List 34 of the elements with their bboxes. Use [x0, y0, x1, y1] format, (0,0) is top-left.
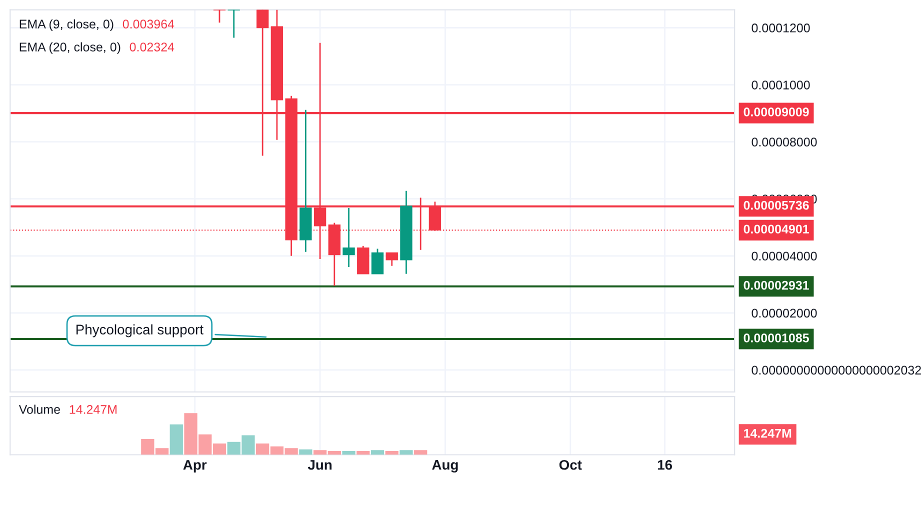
ref-line-label: 0.00009009 [744, 108, 809, 116]
y-tick-label: 0.00002000 [752, 308, 817, 318]
y-tick-label: 0.00008000 [752, 138, 817, 146]
bar [400, 450, 413, 455]
annotation: EMA (9, close, 0) [20, 19, 114, 31]
text: 14.247M [744, 428, 792, 438]
ref-line-label: 0.00001085 [744, 334, 809, 342]
candlestick [371, 248, 384, 275]
bar [414, 450, 428, 455]
annotation: Phycological support [76, 324, 204, 338]
y-tick-label: 0.0001000 [752, 80, 810, 90]
x-tick-label: 16 [658, 460, 672, 470]
annotation: 0.003964 [122, 20, 174, 29]
y-tick-label: 0.0001200 [752, 24, 810, 32]
ref-line-label: 0.00002931 [744, 280, 809, 290]
x-tick-label: Aug [432, 460, 458, 473]
x-tick-label: Apr [183, 460, 207, 473]
bar [385, 451, 398, 455]
annotation: Volume [18, 404, 60, 414]
bar [299, 449, 312, 455]
bar [170, 424, 183, 455]
ref-line-label: 0.00004901 [744, 224, 809, 234]
candlestick [386, 252, 398, 267]
bar [342, 451, 356, 455]
bar [356, 451, 370, 455]
x-tick-label: Jun [308, 460, 332, 470]
x-tick-label: Oct [559, 460, 582, 470]
y-tick-label: 0.00000000000000000002032 [752, 366, 921, 375]
annotation: 0.02324 [130, 42, 174, 52]
annotation: 14.247M [70, 405, 117, 414]
annotation: EMA (20, close, 0) [20, 42, 120, 54]
bar [370, 450, 384, 455]
y-tick-label: 0.00004000 [752, 252, 817, 261]
candlestick [342, 207, 355, 268]
